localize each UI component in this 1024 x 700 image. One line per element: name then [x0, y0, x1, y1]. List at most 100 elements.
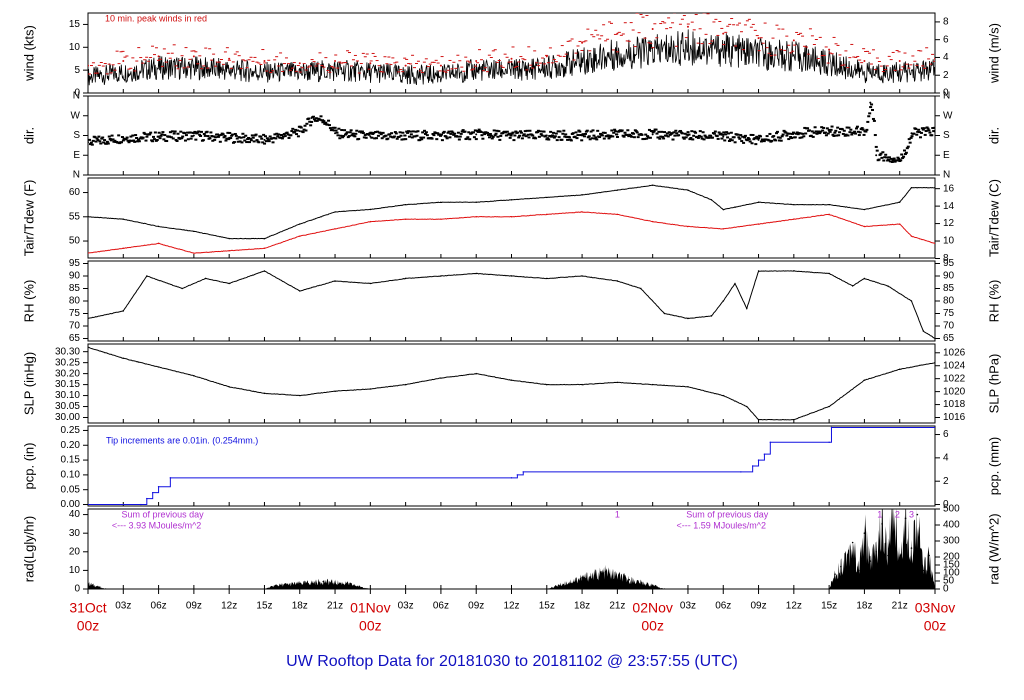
left-tick-label: 0.10 — [61, 470, 81, 481]
data-point — [793, 203, 795, 206]
dir-point — [259, 135, 263, 138]
right-tick-label: 1018 — [943, 399, 966, 410]
dir-point — [740, 140, 744, 143]
dir-point — [373, 137, 377, 140]
dir-point — [308, 120, 312, 123]
rad-data-point — [869, 560, 872, 562]
dir-point — [814, 130, 818, 133]
dir-point — [155, 138, 159, 141]
peak-point — [88, 64, 89, 67]
dir-point — [517, 136, 521, 139]
left-tick-label: E — [73, 150, 80, 161]
dir-point — [689, 136, 693, 139]
dir-point — [588, 138, 592, 141]
dir-point — [402, 138, 406, 141]
pcp-annotation: Tip increments are 0.01in. (0.254mm.) — [106, 435, 258, 445]
dir-point — [390, 132, 394, 135]
dir-point — [239, 136, 243, 139]
dir-point — [815, 132, 819, 135]
dir-point — [715, 135, 719, 138]
left-tick-label: N — [73, 91, 80, 102]
dir-point — [750, 142, 754, 145]
time-axis-hour-label: 15z — [256, 601, 272, 612]
left-tick-label: 30.10 — [55, 390, 80, 401]
dir-point — [550, 135, 554, 138]
dir-point — [755, 135, 759, 138]
dir-point — [457, 138, 461, 141]
data-point — [687, 225, 689, 228]
dir-point — [787, 138, 791, 141]
rad-data-point — [663, 588, 666, 589]
data-point — [751, 465, 754, 467]
data-point — [828, 405, 830, 408]
dir-point — [860, 127, 864, 130]
dir-point — [772, 135, 776, 138]
dir-point — [575, 137, 579, 140]
right-tick-label: 300 — [943, 536, 960, 547]
rad-data-point — [369, 588, 372, 589]
data-point — [440, 275, 442, 277]
dir-point — [244, 134, 248, 137]
dir-point — [828, 130, 832, 133]
dir-point — [423, 129, 427, 132]
dir-point — [142, 131, 146, 134]
dir-point — [127, 141, 131, 144]
peak-point — [581, 41, 584, 44]
series-temp-0 — [88, 184, 935, 240]
dir-point — [129, 135, 133, 138]
dir-point — [667, 131, 671, 134]
dir-point — [739, 134, 743, 137]
data-point — [204, 277, 207, 280]
dir-point — [357, 137, 361, 140]
data-point — [404, 383, 407, 386]
dir-point — [91, 139, 95, 142]
dir-point — [608, 135, 612, 138]
left-tick-label: 30.00 — [55, 412, 80, 423]
data-point — [722, 208, 724, 211]
dir-point — [711, 136, 715, 139]
data-point — [510, 275, 513, 277]
dir-point — [212, 135, 216, 138]
dir-point — [583, 132, 587, 135]
right-axis-label: Tair/Tdew (C) — [986, 179, 1001, 257]
data-point — [263, 247, 266, 250]
dir-point — [315, 119, 319, 122]
plot-area — [88, 184, 935, 254]
dir-point — [707, 136, 711, 139]
dir-point — [186, 138, 190, 141]
right-tick-label: 6 — [943, 429, 949, 440]
dir-point — [647, 128, 651, 131]
dir-point — [452, 133, 456, 136]
data-point — [616, 213, 619, 216]
panel-temp: 50 55 60 8 10 12 14 16 Tair/Tdew (F) Tair/Tdew (C… — [21, 177, 1001, 264]
dir-data-point — [122, 136, 125, 139]
time-axis-hour-label: 12z — [786, 601, 802, 612]
left-tick-label: 40 — [69, 509, 81, 520]
right-tick-label: 1016 — [943, 412, 966, 423]
right-tick-label: 14 — [943, 201, 955, 212]
series-rh-0 — [88, 270, 935, 339]
dir-point — [232, 141, 236, 144]
dir-point — [442, 130, 446, 133]
dir-point — [652, 130, 656, 133]
data-point — [746, 405, 748, 408]
dir-data-point — [686, 134, 689, 137]
dir-point — [923, 133, 927, 136]
left-tick-label: 5 — [74, 65, 80, 76]
dir-point — [513, 134, 517, 137]
time-axis-hour-label: 03z — [115, 601, 131, 612]
dir-point — [416, 130, 420, 133]
dir-point — [776, 136, 780, 139]
right-tick-label: 1024 — [943, 360, 966, 371]
dir-point — [519, 130, 523, 133]
dir-point — [272, 136, 276, 139]
dir-point — [540, 134, 544, 137]
data-point — [793, 270, 795, 272]
dir-point — [921, 128, 925, 131]
dir-point — [406, 131, 410, 134]
dir-point — [335, 131, 339, 134]
dir-point — [401, 131, 405, 134]
dir-point — [434, 132, 438, 135]
dir-point — [480, 134, 484, 137]
